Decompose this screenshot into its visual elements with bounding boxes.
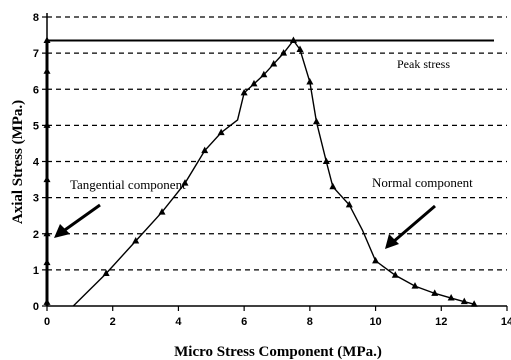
normal-component-annotation: Normal component: [372, 175, 473, 190]
data-point-marker: [43, 36, 51, 43]
y-tick-label: 8: [33, 12, 39, 24]
tangential-arrow: [54, 203, 101, 238]
data-point-marker: [391, 271, 399, 278]
data-point-marker: [43, 175, 51, 183]
data-point-marker: [289, 36, 297, 43]
data-point-marker: [270, 59, 278, 67]
data-point-marker: [260, 70, 268, 78]
y-axis-title: Axial Stress (MPa.): [10, 100, 26, 224]
y-tick-label: 3: [33, 193, 39, 205]
x-axis-title: Micro Stress Component (MPa.): [174, 344, 382, 360]
normal-arrow: [385, 204, 436, 249]
data-point-marker: [280, 49, 288, 56]
series-group: [43, 36, 478, 307]
grid-lines: [47, 16, 507, 271]
x-tick-label: 8: [307, 316, 313, 328]
data-point-marker: [201, 146, 209, 154]
data-point-marker: [102, 269, 110, 276]
x-tick-label: 2: [110, 316, 116, 328]
x-tick-label: 4: [175, 316, 182, 328]
data-point-marker: [43, 258, 51, 266]
data-point-marker: [329, 182, 337, 190]
y-tick-label: 7: [33, 48, 39, 60]
data-point-marker: [470, 300, 478, 307]
tangential-component-annotation: Tangential component: [70, 177, 186, 192]
y-tick-label: 6: [33, 84, 39, 96]
tangential-normal-series-line: [72, 39, 475, 307]
y-tick-label: 5: [33, 120, 39, 132]
data-point-marker: [158, 208, 166, 215]
peak-stress-annotation: Peak stress: [397, 57, 450, 71]
x-tick-label: 12: [435, 316, 447, 328]
data-point-marker: [345, 200, 353, 208]
data-point-marker: [372, 256, 380, 264]
data-point-marker: [43, 229, 51, 237]
data-point-marker: [217, 128, 225, 136]
data-point-marker: [43, 121, 51, 128]
data-point-marker: [460, 297, 468, 305]
data-point-marker: [132, 236, 140, 244]
y-tick-label: 0: [33, 301, 39, 313]
data-point-marker: [411, 282, 419, 289]
data-point-marker: [447, 294, 455, 301]
data-point-marker: [312, 117, 320, 125]
y-tick-label: 1: [33, 265, 39, 277]
y-tick-label: 2: [33, 229, 39, 241]
data-point-marker: [431, 289, 439, 296]
data-point-marker: [43, 298, 51, 305]
data-point-marker: [43, 67, 51, 74]
y-tick-label: 4: [33, 157, 40, 169]
data-point-marker: [296, 45, 304, 53]
data-point-marker: [240, 88, 248, 96]
x-tick-label: 6: [241, 316, 247, 328]
x-tick-label: 10: [369, 316, 381, 328]
x-tick-label: 14: [501, 316, 511, 328]
data-point-marker: [322, 157, 330, 164]
data-point-marker: [250, 79, 258, 87]
x-tick-label: 0: [44, 316, 50, 328]
data-point-marker: [306, 78, 314, 85]
data-point-marker: [181, 179, 189, 186]
